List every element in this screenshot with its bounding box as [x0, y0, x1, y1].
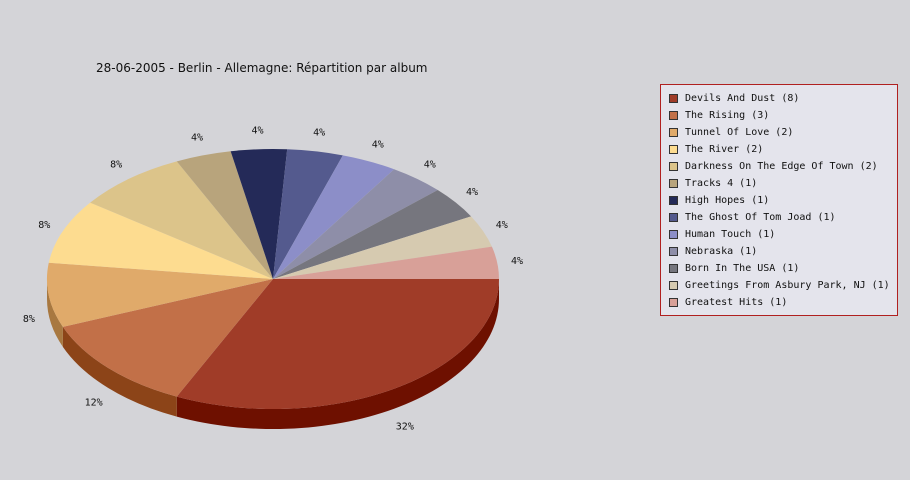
pie-slice: [273, 169, 438, 279]
legend-item: The Ghost Of Tom Joad (1): [669, 210, 836, 224]
pie-pct-label: 4%: [372, 139, 384, 150]
legend-item: Devils And Dust (8): [669, 91, 799, 105]
pie-pct-label: 4%: [313, 128, 325, 139]
pie-pct-label: 4%: [466, 187, 478, 198]
legend-item: Greetings From Asbury Park, NJ (1): [669, 278, 890, 292]
pie-slice: [273, 149, 343, 279]
legend-swatch: [669, 280, 678, 290]
pie-slice: [273, 155, 395, 279]
pie-pct-label: 4%: [496, 220, 508, 231]
pie-pct-label: 8%: [38, 220, 50, 231]
pie-pct-label: 8%: [110, 159, 122, 170]
legend-swatch: [669, 229, 678, 239]
chart-title: 28-06-2005 - Berlin - Allemagne: Réparti…: [96, 61, 428, 75]
legend-label: Nebraska (1): [685, 245, 758, 257]
legend-label: Tunnel Of Love (2): [685, 126, 794, 138]
legend-label: Born In The USA (1): [685, 262, 800, 274]
legend-item: Tracks 4 (1): [669, 176, 757, 190]
legend-item: Darkness On The Edge Of Town (2): [669, 159, 878, 173]
pie-slice-side: [47, 279, 63, 347]
legend-swatch: [669, 161, 678, 171]
pie-slice: [230, 149, 288, 279]
legend-swatch: [669, 178, 678, 188]
pie-pct-label: 4%: [252, 125, 264, 136]
pie-pct-label: 8%: [23, 314, 35, 325]
pie-slice: [48, 202, 274, 279]
legend-swatch: [669, 212, 678, 222]
legend-item: The Rising (3): [669, 108, 769, 122]
legend-label: Tracks 4 (1): [685, 177, 758, 189]
pie-pct-label: 4%: [424, 159, 436, 170]
legend-label: Devils And Dust (8): [685, 92, 800, 104]
pie-pct-label: 4%: [511, 256, 523, 267]
legend-label: Human Touch (1): [685, 228, 776, 240]
pie-slice: [90, 161, 273, 279]
legend-label: The Ghost Of Tom Joad (1): [685, 211, 836, 223]
pie-slice-side: [62, 326, 177, 417]
legend-label: Greetings From Asbury Park, NJ (1): [685, 279, 890, 291]
legend-item: Nebraska (1): [669, 244, 757, 258]
legend-item: High Hopes (1): [669, 193, 769, 207]
pie-slice-side: [176, 279, 500, 429]
legend-swatch: [669, 195, 678, 205]
pie-slice: [273, 190, 472, 279]
pie-slice: [176, 151, 273, 279]
pie-slice: [273, 216, 492, 279]
pie-slice: [47, 262, 274, 327]
legend-swatch: [669, 110, 678, 120]
pie-pct-label: 32%: [396, 422, 414, 433]
legend-swatch: [669, 246, 678, 256]
pie-slice: [273, 246, 499, 279]
pie-pct-label: 12%: [85, 398, 103, 409]
legend-label: Greatest Hits (1): [685, 296, 788, 308]
legend-swatch: [669, 297, 678, 307]
legend-item: Human Touch (1): [669, 227, 775, 241]
pie-slice: [176, 279, 500, 409]
legend-item: The River (2): [669, 142, 763, 156]
legend-label: The River (2): [685, 143, 764, 155]
legend-item: Greatest Hits (1): [669, 295, 787, 309]
legend-item: Tunnel Of Love (2): [669, 125, 793, 139]
pie-slice: [62, 279, 273, 397]
legend-swatch: [669, 127, 678, 137]
legend-item: Born In The USA (1): [669, 261, 799, 275]
legend-label: The Rising (3): [685, 109, 770, 121]
legend-label: Darkness On The Edge Of Town (2): [685, 160, 878, 172]
legend-swatch: [669, 263, 678, 273]
legend-swatch: [669, 93, 678, 103]
pie-pct-label: 4%: [191, 132, 203, 143]
legend: Devils And Dust (8) The Rising (3) Tunnel …: [660, 84, 898, 316]
legend-swatch: [669, 144, 678, 154]
legend-label: High Hopes (1): [685, 194, 770, 206]
